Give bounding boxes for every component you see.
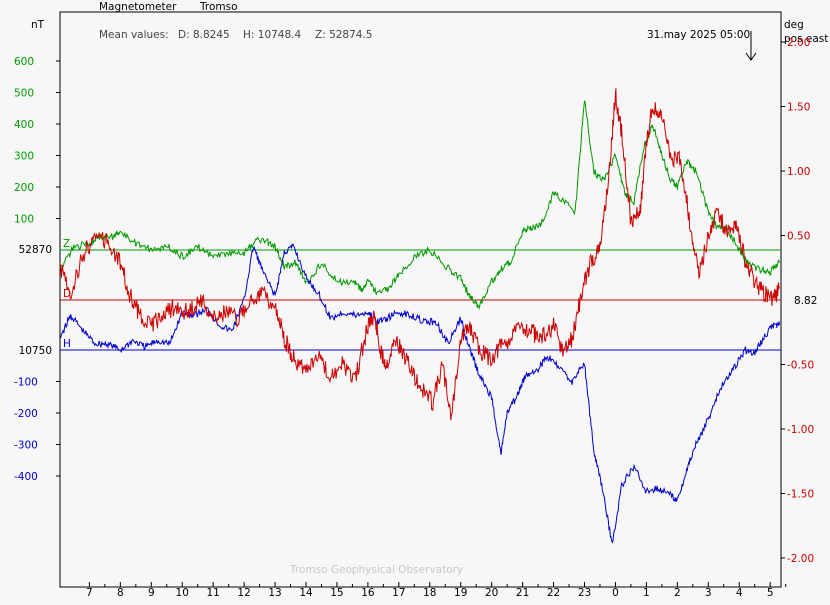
x-tick-label: 13 xyxy=(268,587,281,599)
mean-z-value: Z: 52874.5 xyxy=(315,29,373,41)
mean-d-value: D: 8.8245 xyxy=(178,29,230,41)
x-tick-label: 21 xyxy=(516,587,529,599)
right-tick-labels: 2.00 1.50 1.00 0.50 -0.50 -1.00 -1.50 -2.00 xyxy=(781,37,814,565)
left-tick-label: 400 xyxy=(14,119,34,131)
h-baseline-value: 10750 xyxy=(19,345,52,357)
left-tick-label: 100 xyxy=(14,214,34,226)
current-time-arrow-icon xyxy=(745,31,757,61)
x-tick-label: 12 xyxy=(237,587,250,599)
station-name: Tromso xyxy=(199,1,238,13)
x-tick-label: 19 xyxy=(454,587,467,599)
mean-values-label: Mean values: xyxy=(99,29,169,41)
x-tick-label: 11 xyxy=(206,587,219,599)
left-tick-label: 300 xyxy=(14,151,34,163)
x-tick-label: 5 xyxy=(767,587,774,599)
right-unit-label-2: pos east xyxy=(784,33,828,45)
mean-h-value: H: 10748.4 xyxy=(243,29,302,41)
x-tick-label: 14 xyxy=(299,587,313,599)
left-tick-label: -300 xyxy=(14,440,38,452)
timestamp: 31.may 2025 05:00 xyxy=(647,29,750,41)
x-tick-label: 3 xyxy=(705,587,712,599)
d-baseline-value: 8.82 xyxy=(794,295,817,307)
x-tick-label: 22 xyxy=(547,587,560,599)
x-tick-label: 0 xyxy=(612,587,619,599)
left-tick-label: 500 xyxy=(14,88,34,100)
series-lines xyxy=(59,88,780,544)
x-tick-label: 9 xyxy=(148,587,155,599)
x-tick-label: 7 xyxy=(86,587,93,599)
x-tick-label: 10 xyxy=(176,587,189,599)
d-series-label: D xyxy=(63,288,71,300)
right-tick-label: 0.50 xyxy=(787,231,810,243)
right-tick-label: 1.50 xyxy=(787,102,810,114)
x-tick-label: 1 xyxy=(643,587,650,599)
observatory-watermark: Tromso Geophysical Observatory xyxy=(289,564,463,576)
x-tick-label: 17 xyxy=(392,587,405,599)
left-tick-label: -200 xyxy=(14,408,38,420)
x-tick-label: 20 xyxy=(485,587,498,599)
left-tick-label: -400 xyxy=(14,471,38,483)
right-tick-label: 1.00 xyxy=(787,166,810,178)
right-unit-label-1: deg xyxy=(784,19,804,31)
x-tick-label: 8 xyxy=(117,587,124,599)
h-series-label: H xyxy=(63,338,71,350)
right-tick-label: -1.50 xyxy=(787,489,814,501)
left-tick-label: 200 xyxy=(14,182,34,194)
x-tick-label: 18 xyxy=(423,587,436,599)
x-tick-labels: 7 8 9 10 11 12 13 14 15 16 17 18 19 20 21 22 23 0 1 2 3 4 5 xyxy=(86,582,787,599)
x-tick-label: 23 xyxy=(578,587,591,599)
z-series-label: Z xyxy=(63,238,70,250)
x-tick-label: 4 xyxy=(736,587,743,599)
z-baseline-value: 52870 xyxy=(19,244,52,256)
x-tick-label: 16 xyxy=(361,587,375,599)
right-tick-label: -1.00 xyxy=(787,424,814,436)
left-unit-label: nT xyxy=(31,19,45,31)
x-tick-label: 2 xyxy=(674,587,681,599)
left-green-tick-labels: 600 500 400 300 200 100 xyxy=(14,56,60,226)
x-tick-label: 15 xyxy=(330,587,343,599)
chart-title: Magnetometer xyxy=(99,1,177,13)
right-tick-label: 2.00 xyxy=(787,37,810,49)
series-z-line xyxy=(59,100,780,311)
right-tick-label: -0.50 xyxy=(787,360,814,372)
right-tick-label: -2.00 xyxy=(787,553,814,565)
series-d-line xyxy=(59,88,780,421)
left-tick-label: 600 xyxy=(14,56,34,68)
left-blue-tick-labels: -100 -200 -300 -400 xyxy=(14,377,60,483)
left-tick-label: -100 xyxy=(14,377,38,389)
